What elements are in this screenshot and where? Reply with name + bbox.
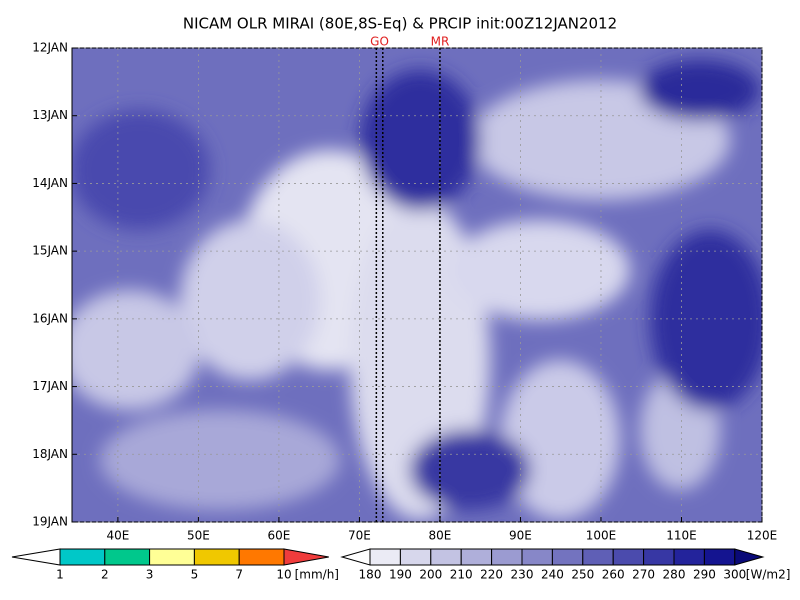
y-tick-label: 16JAN: [32, 311, 68, 325]
x-tick-label: 60E: [267, 529, 290, 543]
ship-label: MR: [431, 35, 450, 49]
chart-title: NICAM OLR MIRAI (80E,8S-Eq) & PRCIP init…: [183, 15, 617, 33]
y-tick-label: 18JAN: [32, 447, 68, 461]
colorbar-label: 10: [276, 568, 291, 582]
colorbar-arrow: [283, 548, 329, 566]
colorbar-label: 7: [235, 568, 243, 582]
colorbar-box: [643, 548, 675, 566]
colorbar-box: [238, 548, 285, 566]
colorbar-label: 3: [146, 568, 154, 582]
colorbar-box: [369, 548, 401, 566]
colorbar-arrow: [11, 548, 61, 566]
colorbar-label: 220: [480, 568, 503, 582]
colorbar-label: 300: [723, 568, 746, 582]
colorbar-arrow: [734, 548, 765, 566]
colorbar-label: 270: [632, 568, 655, 582]
colorbar-box: [673, 548, 705, 566]
colorbar-box: [399, 548, 432, 566]
y-tick-label: 15JAN: [32, 244, 68, 258]
colorbar-box: [460, 548, 493, 566]
colorbar-unit: [mm/h]: [295, 568, 339, 582]
colorbar-box: [193, 548, 240, 566]
colorbar-label: 1: [56, 568, 64, 582]
x-tick-label: 100E: [586, 529, 617, 543]
colorbar-label: 240: [541, 568, 564, 582]
colorbar-label: 200: [419, 568, 442, 582]
y-tick-label: 12JAN: [32, 41, 68, 55]
colorbar-box: [430, 548, 462, 566]
x-tick-label: 80E: [429, 529, 452, 543]
colorbar-label: 180: [359, 568, 382, 582]
colorbar-label: 5: [191, 568, 199, 582]
y-tick-label: 19JAN: [32, 515, 68, 529]
colorbar-box: [149, 548, 195, 566]
colorbar-box: [703, 548, 736, 566]
olr-field: [72, 48, 762, 522]
x-tick-label: 70E: [348, 529, 371, 543]
colorbar-unit: [W/m2]: [746, 568, 791, 582]
y-tick-label: 13JAN: [32, 108, 68, 122]
x-tick-label: 110E: [666, 529, 697, 543]
colorbar-label: 250: [571, 568, 594, 582]
colorbar-label: 230: [511, 568, 534, 582]
colorbar-box: [582, 548, 614, 566]
colorbar-box: [551, 548, 584, 566]
colorbar-box: [521, 548, 553, 566]
ship-label: GO: [370, 35, 389, 49]
colorbar-label: 210: [450, 568, 473, 582]
colorbar-box: [59, 548, 106, 566]
colorbar-arrow: [340, 548, 371, 566]
x-tick-label: 120E: [747, 529, 778, 543]
colorbar-box: [104, 548, 151, 566]
colorbar-box: [612, 548, 645, 566]
colorbar-box: [491, 548, 523, 566]
colorbar-label: 260: [602, 568, 625, 582]
colorbar-label: 290: [693, 568, 716, 582]
x-tick-label: 90E: [509, 529, 532, 543]
colorbar-label: 280: [663, 568, 686, 582]
colorbar-label: 190: [389, 568, 412, 582]
y-tick-label: 14JAN: [32, 176, 68, 190]
y-tick-label: 17JAN: [32, 379, 68, 393]
x-tick-label: 40E: [106, 529, 129, 543]
colorbar-label: 2: [101, 568, 109, 582]
plot-frame: [71, 47, 763, 523]
x-tick-label: 50E: [187, 529, 210, 543]
